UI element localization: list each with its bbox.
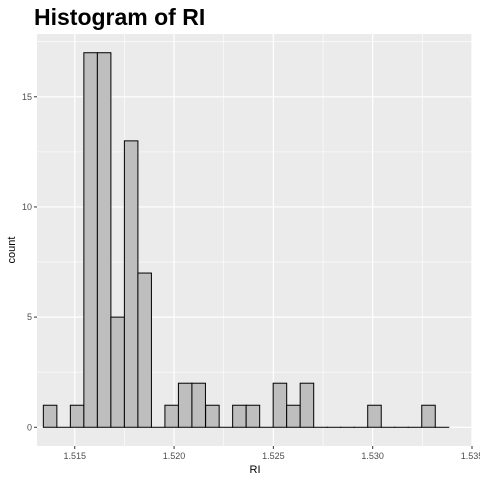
x-tick-label: 1.530 <box>361 451 384 461</box>
chart-title: Histogram of RI <box>34 4 205 30</box>
histogram-bar <box>177 382 193 428</box>
y-tick-label: 15 <box>22 92 32 102</box>
x-tick-label: 1.520 <box>163 451 186 461</box>
histogram-bar <box>205 404 220 428</box>
x-tick-label: 1.525 <box>262 451 285 461</box>
histogram-bar <box>299 382 315 428</box>
x-axis-title: RI <box>250 464 261 476</box>
bars <box>42 52 450 428</box>
y-tick-label: 5 <box>27 312 32 322</box>
histogram-bar <box>96 52 112 428</box>
histogram-bar <box>232 404 247 428</box>
histogram-bar <box>123 140 139 428</box>
histogram-bar <box>42 404 58 428</box>
x-tick-label: 1.535 <box>461 451 480 461</box>
histogram-bar <box>272 382 288 428</box>
y-axis: 0 5 10 15 <box>22 92 37 432</box>
grid-minor <box>37 34 472 446</box>
histogram-bar <box>69 404 85 428</box>
histogram-bar <box>286 404 301 428</box>
histogram-bar <box>421 404 436 428</box>
histogram-bar <box>191 382 206 428</box>
histogram-bar <box>367 404 382 428</box>
histogram-bar <box>245 404 261 428</box>
y-axis-title: count <box>6 237 18 264</box>
histogram-bar <box>83 52 98 428</box>
y-tick-label: 10 <box>22 202 32 212</box>
y-tick-label: 0 <box>27 422 32 432</box>
x-tick-label: 1.515 <box>63 451 86 461</box>
histogram-bar <box>137 272 152 428</box>
x-axis: 1.515 1.520 1.525 1.530 1.535 <box>63 446 480 461</box>
histogram-bar <box>164 404 179 428</box>
histogram-bar <box>110 316 125 428</box>
